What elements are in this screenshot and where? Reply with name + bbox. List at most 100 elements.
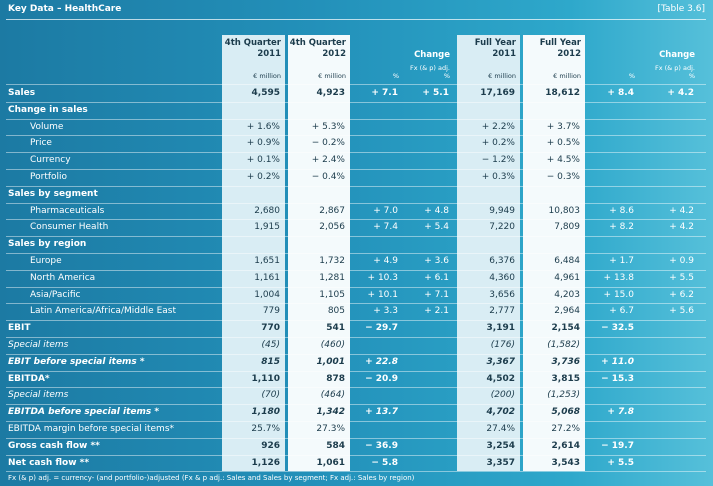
row-label: EBITDA before special items * — [8, 407, 160, 418]
cell: + 4.5% — [546, 155, 580, 166]
cell: + 6.7 — [609, 306, 634, 317]
cell: + 4.8 — [424, 205, 449, 216]
cell: 2,867 — [319, 205, 345, 216]
column-header: 2011 — [257, 49, 281, 59]
cell: 3,191 — [486, 323, 515, 334]
cell: + 7.1 — [371, 88, 398, 98]
cell: + 0.2% — [246, 172, 280, 182]
cell: 1,180 — [251, 407, 280, 418]
cell: 1,342 — [316, 407, 345, 418]
cell: + 10.3 — [367, 272, 398, 283]
row-label: Gross cash flow ** — [8, 440, 100, 451]
cell: + 8.2 — [609, 222, 634, 233]
cell: − 32.5 — [601, 323, 634, 334]
column-header: Full Year — [474, 38, 516, 48]
title: Key Data – HealthCare — [8, 4, 122, 14]
cell: 2,614 — [551, 440, 580, 451]
cell: 1,651 — [254, 256, 280, 266]
cell: + 8.6 — [609, 205, 634, 216]
cell: + 1.7 — [609, 256, 634, 266]
cell: + 6.1 — [424, 272, 449, 283]
cell: (176) — [490, 340, 515, 350]
cell: 27.4% — [486, 424, 515, 434]
column-band — [523, 35, 585, 471]
cell: 2,680 — [254, 205, 280, 216]
cell: + 0.9 — [669, 256, 694, 266]
row-rule — [6, 437, 706, 439]
row-label: Portfolio — [30, 172, 68, 182]
cell: + 4.2 — [669, 205, 694, 216]
cell: 1,004 — [254, 289, 280, 300]
cell: 9,949 — [489, 205, 515, 216]
cell: + 0.9% — [246, 138, 280, 149]
cell: (70) — [261, 390, 280, 401]
cell: + 11.0 — [601, 356, 634, 367]
row-label: Sales by segment — [8, 188, 98, 199]
cell: + 13.8 — [603, 272, 634, 283]
cell: + 1.6% — [246, 121, 280, 132]
cell: 5,068 — [551, 407, 580, 418]
cell: + 22.8 — [365, 356, 398, 367]
cell: (464) — [320, 390, 345, 401]
row-rule — [6, 101, 706, 103]
unit-label: € million — [553, 72, 581, 80]
cell: + 2.4% — [311, 155, 345, 166]
cell: 3,656 — [489, 289, 515, 300]
rule — [6, 84, 706, 85]
cell: 805 — [327, 306, 345, 317]
column-band — [457, 35, 520, 471]
cell: 1,161 — [254, 272, 280, 283]
cell: 2,777 — [489, 306, 515, 317]
cell: 770 — [261, 323, 280, 334]
cell: − 0.3% — [546, 172, 580, 182]
cell: + 8.4 — [607, 88, 634, 98]
cell: + 0.1% — [246, 155, 280, 166]
cell: 779 — [262, 306, 280, 317]
row-label: North America — [30, 272, 96, 283]
row-rule — [6, 185, 706, 187]
cell: 4,502 — [486, 373, 515, 384]
cell: 3,367 — [486, 356, 515, 367]
cell: − 36.9 — [365, 440, 398, 451]
row-label: Consumer Health — [30, 222, 109, 233]
cell: 541 — [326, 323, 345, 334]
cell: + 2.1 — [424, 306, 449, 317]
cell: + 0.3% — [481, 172, 515, 182]
cell: (460) — [320, 340, 345, 350]
cell: − 15.3 — [601, 373, 634, 384]
cell: 27.3% — [316, 424, 345, 434]
cell: + 5.1 — [422, 88, 449, 98]
cell: 25.7% — [251, 424, 280, 434]
unit-label: % — [688, 72, 695, 80]
cell: 2,154 — [551, 323, 580, 334]
cell: 878 — [326, 373, 345, 384]
cell: − 0.4% — [311, 172, 345, 182]
row-rule — [6, 387, 706, 389]
cell: 27.2% — [551, 424, 580, 434]
row-label: EBITDA* — [8, 373, 50, 384]
cell: + 0.5% — [546, 138, 580, 149]
cell: + 10.1 — [367, 289, 398, 300]
cell: − 29.7 — [365, 323, 398, 334]
row-label: Net cash flow ** — [8, 457, 90, 468]
cell: 18,612 — [545, 88, 580, 98]
row-label: Sales by region — [8, 239, 87, 250]
cell: 3,254 — [486, 440, 515, 451]
column-header: Full Year — [539, 38, 581, 48]
footnote: Fx (& p) adj. = currency- (and portfolio… — [8, 474, 415, 483]
cell: + 4.2 — [669, 222, 694, 233]
cell: 10,803 — [548, 205, 581, 216]
cell: 2,964 — [554, 306, 580, 317]
cell: 3,736 — [551, 356, 580, 367]
row-label: Pharmaceuticals — [30, 205, 105, 216]
unit-label: Fx (& p) adj. — [409, 64, 450, 72]
row-rule — [6, 169, 706, 170]
row-label: Price — [30, 138, 52, 149]
cell: + 15.0 — [603, 289, 634, 300]
cell: 3,543 — [551, 457, 580, 468]
row-label: EBIT before special items * — [8, 356, 145, 367]
cell: (1,582) — [547, 340, 580, 350]
cell: 1,915 — [254, 222, 280, 233]
cell: + 0.2% — [481, 138, 515, 149]
